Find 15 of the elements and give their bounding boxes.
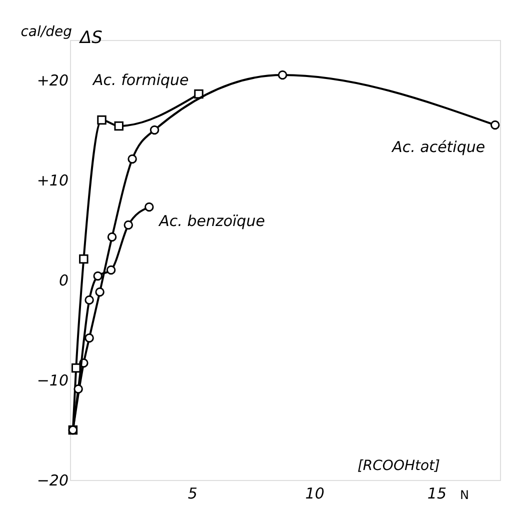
y-tick-label: +10: [36, 172, 68, 190]
series-label: Ac. benzoïque: [158, 212, 265, 230]
y-tick-label: −20: [36, 472, 68, 490]
y-tick-label: −10: [36, 372, 68, 390]
x-tick-label: 15: [427, 484, 447, 502]
y-axis-title: cal/deg: [20, 24, 72, 40]
series-label: Ac. acétique: [391, 138, 486, 156]
y-tick-label: 0: [58, 272, 68, 290]
annotation: ΔS: [78, 28, 103, 48]
x-axis-title: [RCOOHtot]: [357, 458, 440, 474]
text: N: [460, 488, 469, 502]
x-tick-label: 10: [305, 484, 324, 502]
series-label: Ac. formique: [92, 71, 189, 89]
x-tick-label: 5: [188, 484, 198, 502]
y-tick-label: +20: [36, 72, 68, 90]
